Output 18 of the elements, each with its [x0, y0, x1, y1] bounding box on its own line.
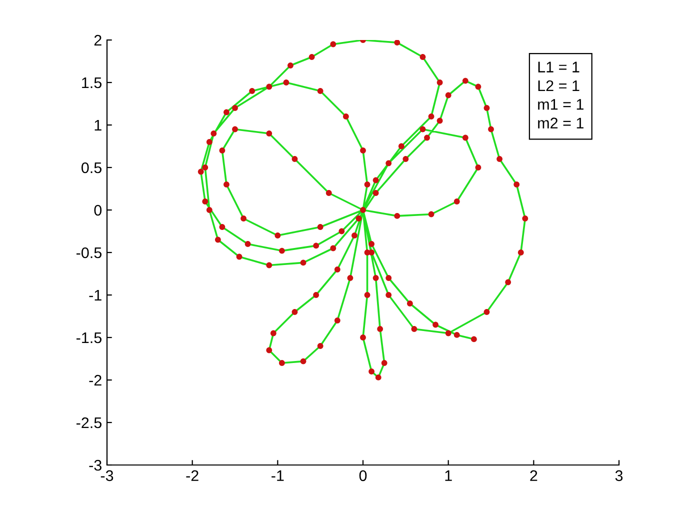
y-tick-label: -2.5	[76, 417, 102, 428]
x-tick-label: -2	[186, 470, 198, 481]
y-tick-label: -1.5	[76, 332, 102, 344]
y-tick-label: -1	[89, 290, 102, 301]
y-tick-label: -3	[89, 460, 102, 471]
x-tick-label: 1	[445, 470, 452, 481]
y-tick-label: 0	[94, 204, 102, 216]
y-tick-label: 1.5	[82, 78, 102, 88]
x-tick-label: 2	[530, 470, 538, 481]
x-tick-label: 3	[615, 470, 623, 482]
y-tick-label: -2	[89, 374, 102, 386]
y-tick-label: -0.5	[76, 247, 102, 258]
y-tick-label: 1	[94, 120, 102, 131]
y-tick-label: 2	[94, 34, 102, 46]
annotation: L1 = 1 L2 = 1 m1 = 1 m2 = 1	[538, 62, 584, 128]
x-tick-label: -1	[272, 470, 284, 481]
y-tick-label: 0.5	[82, 162, 102, 174]
x-tick-label: 0	[359, 470, 367, 482]
